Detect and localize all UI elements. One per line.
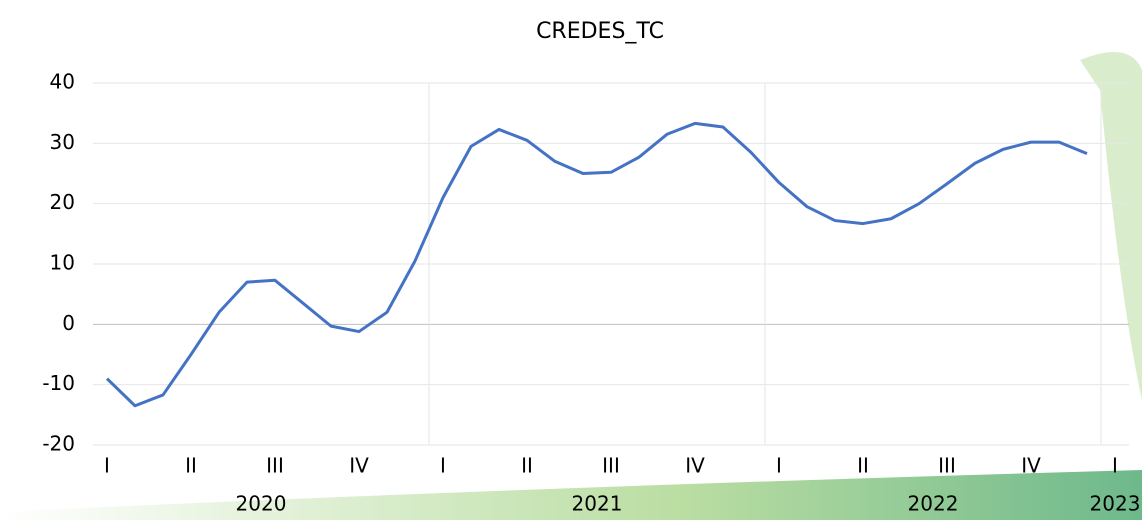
y-tick-label: 10 — [50, 251, 75, 275]
y-tick-label: -20 — [42, 432, 75, 456]
x-tick-label: II — [521, 454, 533, 478]
x-tick-label: IV — [685, 454, 705, 478]
y-tick-label: 20 — [50, 190, 75, 214]
x-tick-label: II — [185, 454, 197, 478]
y-tick-label: -10 — [42, 371, 75, 395]
x-group-label: 2021 — [572, 492, 623, 516]
x-tick-label: II — [857, 454, 869, 478]
data-line — [107, 123, 1087, 405]
y-tick-label: 30 — [50, 130, 75, 154]
x-tick-label: III — [602, 454, 620, 478]
y-tick-label: 40 — [50, 70, 75, 94]
x-group-label: 2020 — [236, 492, 287, 516]
x-tick-label: III — [266, 454, 284, 478]
x-tick-label: I — [104, 454, 110, 478]
x-tick-label: IV — [1021, 454, 1041, 478]
x-tick-label: I — [1112, 454, 1118, 478]
x-group-label: 2023 — [1090, 492, 1141, 516]
y-tick-label: 0 — [62, 311, 75, 335]
decoration — [1080, 52, 1142, 400]
x-group-label: 2022 — [908, 492, 959, 516]
chart-title: CREDES_TC — [536, 19, 664, 44]
x-tick-label: I — [440, 454, 446, 478]
x-tick-label: IV — [349, 454, 369, 478]
x-tick-label: I — [776, 454, 782, 478]
x-tick-label: III — [938, 454, 956, 478]
chart: CREDES_TC -20 -10 0 10 20 30 40 2020 2021 2022 202… — [0, 0, 1142, 520]
